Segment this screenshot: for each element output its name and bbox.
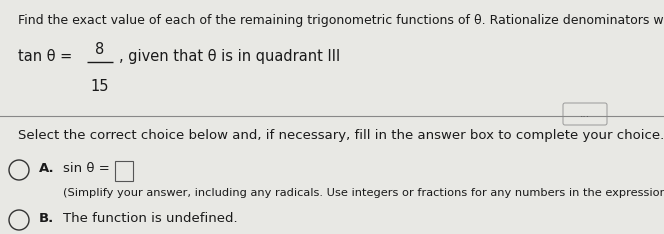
Text: A.: A. xyxy=(39,162,54,175)
Text: sin θ =: sin θ = xyxy=(63,162,110,175)
Text: B.: B. xyxy=(39,212,54,225)
FancyBboxPatch shape xyxy=(563,103,607,125)
Text: Find the exact value of each of the remaining trigonometric functions of θ. Rati: Find the exact value of each of the rema… xyxy=(18,14,664,27)
Text: (Simplify your answer, including any radicals. Use integers or fractions for any: (Simplify your answer, including any rad… xyxy=(63,188,664,198)
Text: tan θ =: tan θ = xyxy=(18,50,77,65)
Text: The function is undefined.: The function is undefined. xyxy=(63,212,238,225)
Text: 15: 15 xyxy=(91,79,110,94)
Bar xyxy=(115,161,133,181)
Text: 8: 8 xyxy=(96,42,105,57)
Text: , given that θ is in quadrant III: , given that θ is in quadrant III xyxy=(119,50,340,65)
Text: Select the correct choice below and, if necessary, fill in the answer box to com: Select the correct choice below and, if … xyxy=(18,129,664,142)
Text: ...: ... xyxy=(580,109,590,119)
